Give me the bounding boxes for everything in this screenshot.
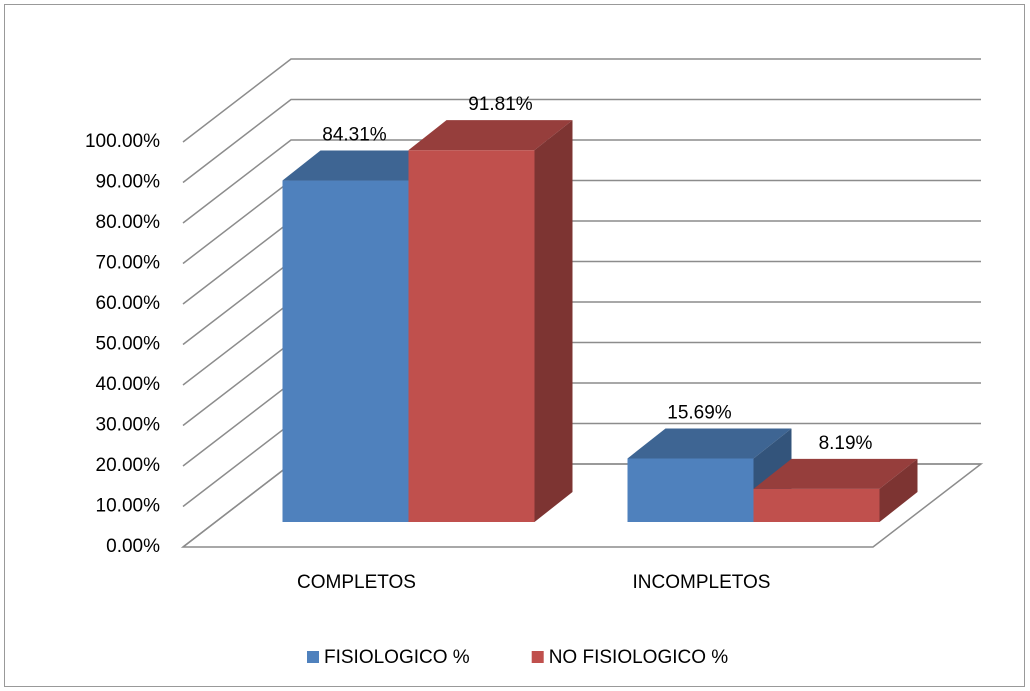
legend-label: NO FISIOLOGICO % xyxy=(549,647,729,668)
value-label: 8.19% xyxy=(819,433,873,454)
bar-front xyxy=(282,180,409,522)
y-tick-label: 30.00% xyxy=(96,415,161,436)
bar-front xyxy=(408,150,535,522)
y-tick-label: 60.00% xyxy=(96,293,161,314)
bar-top xyxy=(282,150,447,181)
y-tick-label: 20.00% xyxy=(96,455,161,476)
bar-side xyxy=(534,120,573,523)
value-label: 15.69% xyxy=(667,402,732,423)
legend-swatch xyxy=(307,651,319,663)
bar-front xyxy=(753,488,880,522)
y-tick-label: 50.00% xyxy=(96,334,161,355)
bar-top xyxy=(408,120,573,151)
bar-top xyxy=(753,458,918,489)
y-tick-label: 70.00% xyxy=(96,253,161,274)
bar-top xyxy=(627,428,792,459)
floor xyxy=(180,463,984,548)
x-tick-label: INCOMPLETOS xyxy=(633,572,771,593)
value-label: 91.81% xyxy=(468,94,533,115)
bar-side xyxy=(879,458,918,522)
y-tick-label: 10.00% xyxy=(96,496,161,517)
grid-line xyxy=(182,139,981,224)
y-tick-label: 40.00% xyxy=(96,374,161,395)
y-tick-label: 0.00% xyxy=(106,536,160,557)
x-tick-label: COMPLETOS xyxy=(297,572,416,593)
y-tick-label: 90.00% xyxy=(96,172,161,193)
grid-line xyxy=(182,98,981,184)
legend-label: FISIOLOGICO % xyxy=(324,647,470,668)
grid-line xyxy=(182,58,981,143)
legend-swatch xyxy=(531,651,544,663)
y-tick-label: 80.00% xyxy=(96,212,161,233)
y-tick-label: 100.00% xyxy=(85,131,160,152)
value-label: 84.31% xyxy=(322,125,387,146)
bar-front xyxy=(627,458,754,522)
